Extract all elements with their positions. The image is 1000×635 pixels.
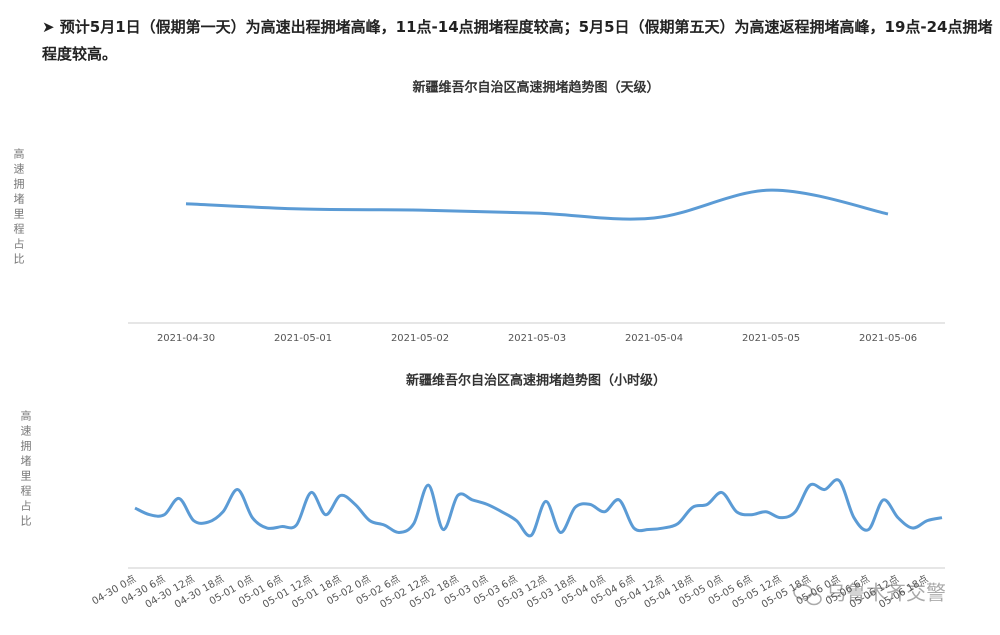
line <box>185 188 889 221</box>
line <box>134 478 943 538</box>
watermark-icon <box>793 584 822 606</box>
x-tick-label: 2021-05-03 <box>508 333 566 344</box>
x-tick-label: 2021-04-30 <box>157 333 215 344</box>
chart-title: 新疆维吾尔自治区高速拥堵趋势图（天级） <box>412 80 659 96</box>
x-tick-label: 2021-05-05 <box>742 333 800 344</box>
chart-title: 新疆维吾尔自治区高速拥堵趋势图（小时级） <box>406 373 666 389</box>
x-tick-label: 2021-05-01 <box>274 333 332 344</box>
y-axis-label: 高速拥堵里程占比 <box>12 147 25 268</box>
x-tick-label: 2021-05-06 <box>859 333 917 344</box>
x-tick-label: 2021-05-02 <box>391 333 449 344</box>
intro-text: ➤ 预计5月1日（假期第一天）为高速出程拥堵高峰，11点-14点拥堵程度较高；5… <box>42 18 993 63</box>
x-tick-label: 2021-05-04 <box>625 333 683 344</box>
y-axis-label: 高速拥堵里程占比 <box>19 409 32 530</box>
watermark: 乌鲁木齐交警 <box>826 581 946 605</box>
